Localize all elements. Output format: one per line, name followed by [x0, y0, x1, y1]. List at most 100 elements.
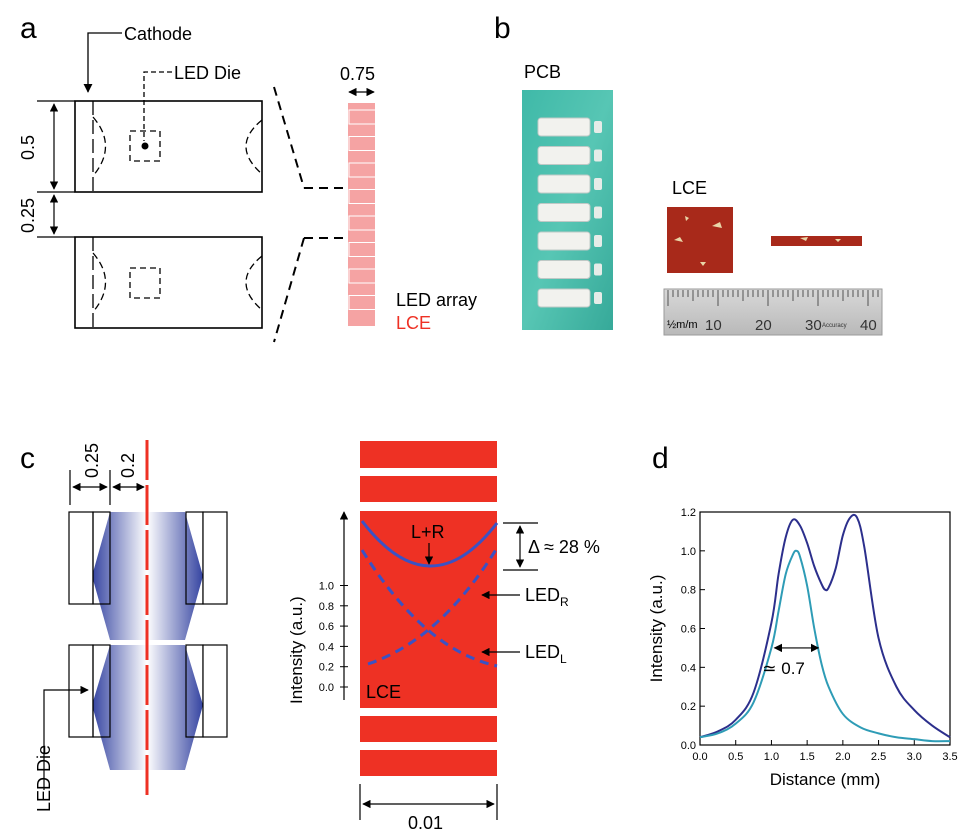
- x-tick-label: 2.0: [835, 751, 850, 763]
- ruler-label-30: 30: [805, 317, 822, 334]
- lce-stripe-4: [360, 750, 497, 776]
- lce-strip-highlights: [800, 237, 841, 242]
- lce-sample-label: LCE: [672, 178, 707, 198]
- panel-c-letter: c: [20, 442, 35, 475]
- led-array-cell: [348, 189, 386, 204]
- series-line-single: [699, 549, 951, 743]
- x-tick-label: 3.5: [942, 751, 957, 763]
- cathode-arrow: [83, 32, 122, 93]
- y-tick-label: 0.8: [681, 585, 696, 597]
- led-array-cell: [348, 136, 386, 151]
- led-array-cell: [348, 215, 386, 231]
- panel-d-letter: d: [652, 442, 669, 475]
- c-width-label: 0.01: [408, 813, 443, 833]
- chart-ylabel: Intensity (a.u.): [647, 575, 666, 683]
- x-tick-label: 1.0: [764, 751, 779, 763]
- curve-sum: [360, 520, 499, 568]
- pcb-led-chip: [537, 260, 591, 279]
- pcb-led-pad: [594, 178, 602, 190]
- anode-arc-upper: [245, 119, 263, 175]
- pcb-led-chip: [537, 174, 591, 194]
- pcb-led-pad: [594, 149, 602, 162]
- c-led-left-lower-b: [92, 644, 111, 738]
- delta-label: Δ ≈ 28 %: [528, 537, 600, 557]
- c-y-tick-label: 0.2: [319, 662, 334, 674]
- c-led-right-lower-b: [202, 644, 228, 738]
- x-tick-label: 3.0: [907, 751, 922, 763]
- zoom-line-top: [273, 86, 305, 189]
- c-die-arrow: [43, 685, 89, 790]
- pcb-led-pad: [594, 235, 602, 247]
- led-array-cell: [348, 268, 386, 284]
- led-package-lower: [74, 236, 263, 329]
- pcb-led-chip: [537, 117, 591, 137]
- led-r-label: LEDR: [525, 585, 569, 609]
- y-tick-label: 1.2: [681, 507, 696, 519]
- anode-arc-lower: [245, 255, 263, 311]
- x-tick-label: 2.5: [871, 751, 886, 763]
- led-array-cell: [348, 295, 386, 310]
- c-y-tick-label: 0.0: [319, 682, 334, 694]
- c-ylabel: Intensity (a.u.): [287, 596, 306, 704]
- led-l-label: LEDL: [525, 642, 567, 666]
- ruler-label-20: 20: [755, 317, 772, 334]
- c-led-left-upper-a: [68, 511, 94, 605]
- c-y-tick-label: 0.6: [319, 621, 334, 633]
- zoom-line-bot: [273, 237, 305, 343]
- y-tick-label: 1.0: [681, 546, 696, 558]
- ruler-brand: Accuracy: [822, 323, 847, 329]
- x-tick-label: 0.5: [728, 751, 743, 763]
- panel-c: c 0.25 0.2 LED Die: [20, 440, 600, 833]
- pcb-led-pad: [594, 263, 602, 276]
- c-y-tick-label: 0.4: [319, 641, 334, 653]
- c-led-left-lower-a: [68, 644, 94, 738]
- intensity-chart: 0.0 0.5 1.0 1.5 2.0 2.5 3.0 3.5 0.0 0.2 0.4 0.6 0.8 1…: [647, 507, 958, 789]
- series-line-sum: [699, 513, 951, 739]
- pcb-led-chip: [537, 146, 591, 165]
- c-y-ticks: 0.0 0.2 0.4 0.6 0.8 1.0: [319, 581, 348, 694]
- cathode-arc-upper: [92, 116, 106, 177]
- c-led-left-upper-b: [92, 511, 111, 605]
- y-tick-label: 0.6: [681, 624, 696, 636]
- fwhm-label: ≃ 0.7: [762, 659, 805, 678]
- cathode-label: Cathode: [124, 24, 192, 44]
- x-tick-label: 1.5: [799, 751, 814, 763]
- led-die-lower: [129, 267, 161, 299]
- dim-gap-label: 0.25: [18, 198, 38, 233]
- beam-right-upper: [147, 512, 203, 640]
- beam-left-upper: [92, 512, 147, 640]
- led-array: [348, 109, 386, 310]
- ruler-label-40: 40: [860, 317, 877, 334]
- dim-width-label: 0.75: [340, 64, 375, 84]
- y-tick-label: 0.2: [681, 701, 696, 713]
- led-die-dot: [141, 142, 149, 150]
- sum-label: L+R: [411, 522, 445, 542]
- led-package-upper: [74, 100, 263, 193]
- led-array-cell: [348, 162, 386, 178]
- pcb-led-column: [537, 117, 602, 308]
- lce-stripe-1: [360, 441, 497, 468]
- c-led-right-upper-b: [202, 511, 228, 605]
- panel-d: d 0.0 0.5 1.0 1.5 2.0 2.5 3.0 3.50.00.20.40.60.…: [647, 442, 958, 789]
- dim-height-label: 0.5: [18, 135, 38, 160]
- c-y-tick-label: 1.0: [319, 581, 334, 593]
- pcb-led-pad: [594, 206, 602, 219]
- pcb-led-chip: [537, 288, 591, 308]
- y-tick-label: 0.4: [681, 662, 696, 674]
- pcb-led-pad: [594, 292, 602, 304]
- y-tick-label: 0.0: [681, 740, 696, 752]
- lce-stripe-3: [360, 716, 497, 742]
- legend-lce: LCE: [396, 313, 431, 333]
- c-y-tick-label: 0.8: [319, 601, 334, 613]
- ruler-ticks: [667, 290, 879, 306]
- panel-a: a Cathode LED Die 0.5 0.25: [18, 12, 477, 343]
- c-dim-right-label: 0.2: [118, 453, 138, 478]
- pcb-led-pad: [594, 121, 602, 133]
- panel-b: b PCB LCE ½m/m 10 20 30 40 Accuracy: [494, 12, 883, 336]
- die-label: LED Die: [174, 63, 241, 83]
- pcb-led-chip: [537, 231, 591, 251]
- pcb-label: PCB: [524, 62, 561, 82]
- lce-strip: [348, 103, 375, 326]
- c-die-label: LED Die: [34, 745, 54, 812]
